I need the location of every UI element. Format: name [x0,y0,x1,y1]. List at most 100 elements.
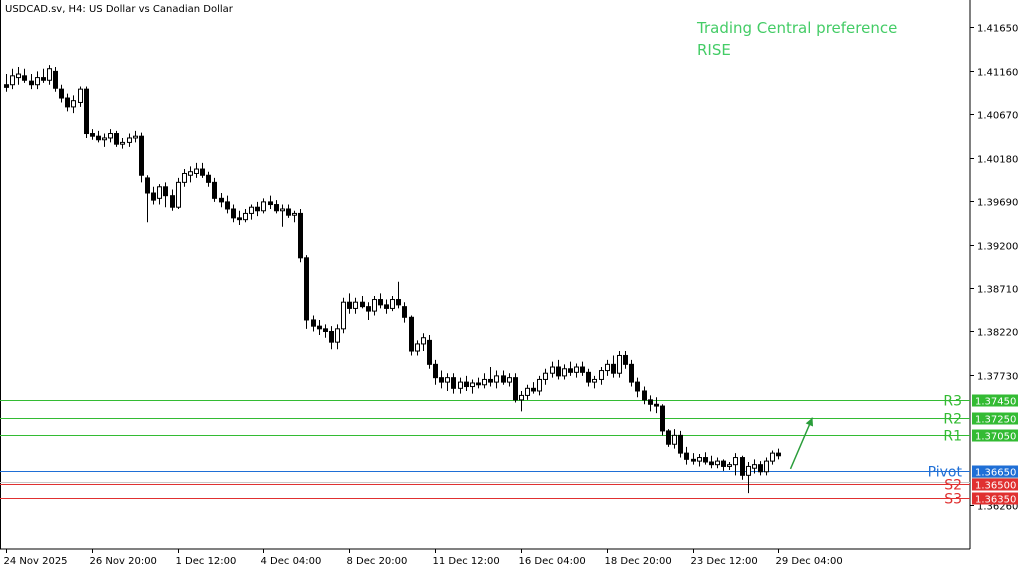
candle [439,370,444,389]
candle [629,359,634,387]
level-name: R2 [943,412,962,428]
candle-body [513,377,518,401]
candle [22,68,27,83]
candle-body [298,212,303,259]
candle [120,137,125,149]
candle [458,377,463,394]
x-tick-label: 23 Dec 12:00 [691,556,758,567]
candle [427,335,432,369]
candle-body [65,97,70,108]
candle-body [366,306,371,312]
candle [311,315,316,332]
level-label: 1.36350 [975,495,1016,506]
candle [654,397,659,414]
candle-body [182,172,187,183]
candle [568,361,573,376]
candle-body [635,381,640,392]
candle [206,171,211,187]
candle [543,368,548,385]
candle-body [531,387,536,392]
candle [41,68,46,83]
candle [151,186,156,205]
candle-body [537,378,542,392]
candle-body [599,370,604,380]
candle [691,453,696,465]
y-tick-label: 1.36260 [977,502,1018,513]
candle [660,404,665,436]
candle [108,129,113,143]
candle-body [476,382,481,386]
level-tag [972,394,1018,407]
candle-body [752,464,757,469]
level-s2: S2 1.36500 [0,478,1018,494]
candle [114,130,119,147]
candle [360,295,365,309]
candle-body [133,135,138,139]
candle [703,452,708,465]
level-name: R1 [943,429,962,445]
candle [550,361,555,378]
x-tick-label: 8 Dec 20:00 [347,556,408,567]
candle [59,84,64,103]
x-tick-label: 26 Nov 20:00 [90,556,157,567]
candle [176,177,181,209]
candle-body [703,457,708,463]
y-tick-label: 1.38220 [977,328,1018,339]
candle [562,364,567,380]
candle-body [592,378,597,383]
candle-body [53,70,58,89]
candle [464,375,469,391]
candle [188,166,193,183]
candle [274,200,279,214]
candle-body [329,331,334,343]
candle-body [623,354,628,365]
candle-body [231,208,236,219]
candle [280,204,285,227]
candle [488,367,493,387]
candle-body [482,378,487,386]
candle-body [59,88,64,99]
level-pivot: Pivot 1.36650 [0,465,1018,481]
candle [378,293,383,309]
level-s3: S3 1.36350 [0,492,1018,508]
x-tick-label: 1 Dec 12:00 [176,556,237,567]
candle-body [519,394,524,401]
candle-body [776,452,781,457]
candle-body [740,457,745,476]
candle [678,430,683,458]
y-tick-label: 1.39200 [977,242,1018,253]
candle [372,295,377,316]
candle [764,457,769,476]
level-name: Pivot [928,465,963,481]
candle-body [439,377,444,383]
y-tick-label: 1.41650 [977,24,1018,35]
candle-body [35,77,40,86]
candle [770,450,775,465]
candle-body [746,465,751,476]
candle [225,195,230,214]
candle-body [556,366,561,377]
candle [592,375,597,389]
candle [648,395,653,412]
candle [102,133,107,147]
candle-body [200,168,205,176]
candle-body [617,354,622,374]
y-tick-label: 1.41160 [977,68,1018,79]
candle [721,459,726,471]
candle-body [415,343,420,352]
candle [255,201,260,217]
candle [317,319,322,336]
candle-body [672,434,677,445]
candle [709,455,714,469]
candle [231,204,236,223]
candle [353,297,358,314]
candle-body [145,177,150,194]
candle [513,373,518,403]
level-r3: R3 1.37450 [0,394,1018,410]
candle-body [323,328,328,332]
candle-body [470,382,475,388]
level-tag [972,465,1018,478]
candle [586,368,591,387]
candle-body [78,88,83,103]
